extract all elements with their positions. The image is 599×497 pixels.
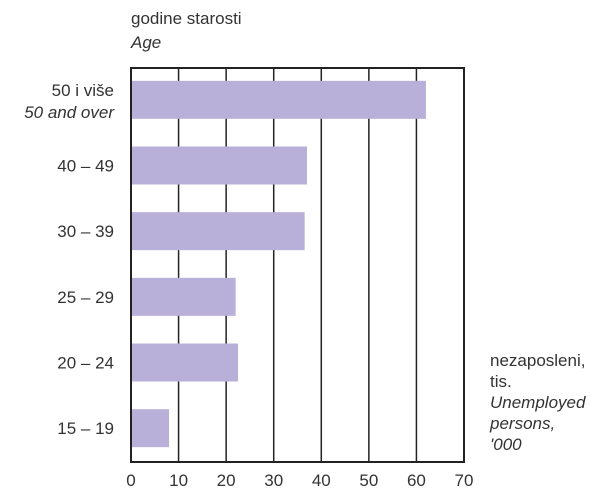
x-tick-label-20: 20	[217, 471, 236, 490]
bar-2	[132, 212, 305, 251]
x-tick-label-40: 40	[312, 471, 331, 490]
bar-5	[132, 409, 170, 448]
x-tick-label-50: 50	[359, 471, 378, 490]
bar-1	[132, 146, 308, 185]
bar-0	[132, 80, 426, 119]
category-label-2: 30 – 39	[57, 222, 114, 241]
grid-layer	[177, 68, 418, 462]
x-tick-label-30: 30	[264, 471, 283, 490]
x-tick-label-10: 10	[169, 471, 188, 490]
x-tick-label-70: 70	[455, 471, 474, 490]
x-axis-title-line-1: nezaposleni,	[490, 351, 585, 370]
category-label-0: 50 i više	[52, 81, 114, 100]
x-axis-title-english-line-2: persons,	[489, 414, 555, 433]
bar-4	[132, 343, 239, 382]
category-label-4: 20 – 24	[57, 354, 114, 373]
bar-layer	[132, 80, 426, 448]
category-label-5: 15 – 19	[57, 419, 114, 438]
bar-3	[132, 277, 236, 316]
y-axis-title: godine starosti	[131, 9, 242, 28]
label-layer: 0 10 20 30 40 50 60 70 50 i više 50 and over 40 – …	[24, 81, 473, 490]
category-label-1: 40 – 49	[57, 157, 114, 176]
x-tick-label-0: 0	[126, 471, 135, 490]
plot-frame	[130, 67, 465, 463]
x-tick-label-60: 60	[407, 471, 426, 490]
x-axis-title-line-2: tis.	[490, 372, 512, 391]
x-axis-title-english-line-3: '000	[490, 435, 522, 454]
x-axis-title-english-line-1: Unemployed	[490, 393, 586, 412]
category-label-english-0: 50 and over	[24, 103, 115, 122]
category-label-3: 25 – 29	[57, 288, 114, 307]
y-axis-title-english: Age	[130, 33, 161, 52]
